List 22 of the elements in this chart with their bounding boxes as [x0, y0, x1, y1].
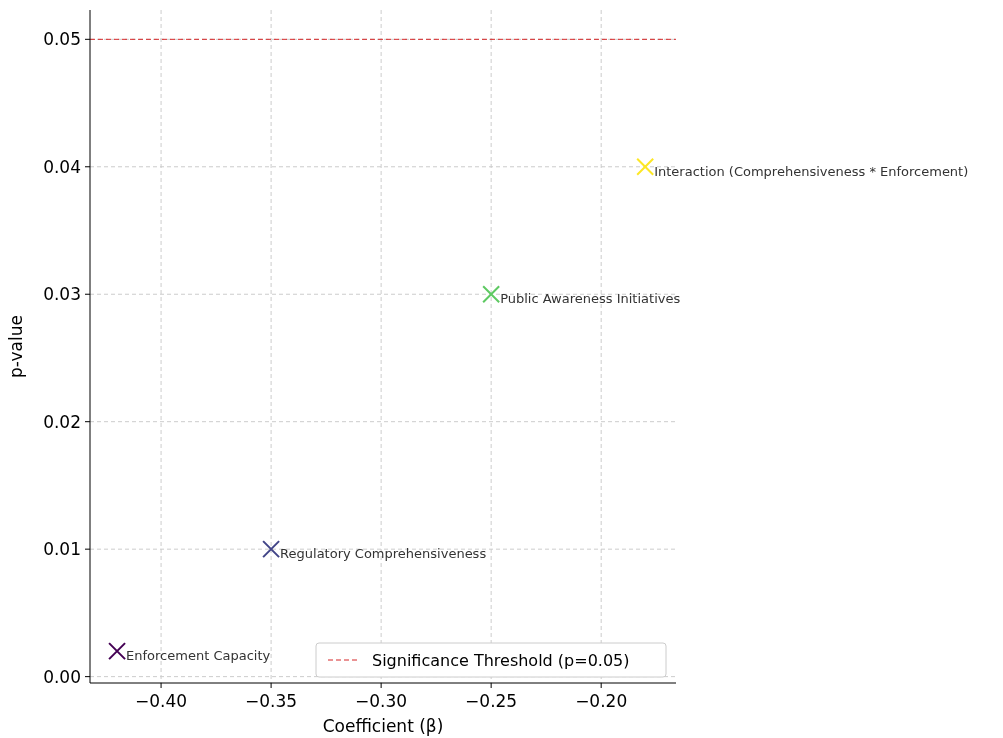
x-tick-label: −0.35: [245, 691, 298, 711]
x-tick-label: −0.40: [135, 691, 188, 711]
x-tick-label: −0.20: [575, 691, 628, 711]
y-tick-label: 0.01: [43, 539, 81, 560]
point: [482, 285, 501, 304]
y-tick-label: 0.00: [43, 666, 81, 687]
annotation: Public Awareness Initiatives: [500, 291, 681, 307]
x-axis-title: Coefficient (β): [322, 716, 444, 736]
y-tick-label: 0.04: [43, 156, 81, 177]
annotation: Enforcement Capacity: [126, 648, 271, 664]
x-tick-label: −0.30: [355, 691, 408, 711]
annotation: Interaction (Comprehensiveness * Enforcement): [654, 163, 969, 179]
legend-label: Significance Threshold (p=0.05): [372, 651, 630, 670]
point: [262, 540, 281, 559]
y-axis-title: p-value: [6, 315, 26, 378]
y-tick-label: 0.03: [43, 284, 81, 305]
y-tick-label: 0.02: [43, 411, 81, 432]
x-tick-label: −0.25: [465, 691, 518, 711]
annotation: Regulatory Comprehensiveness: [280, 546, 487, 562]
point: [636, 157, 655, 176]
y-tick-label: 0.05: [43, 29, 81, 50]
point: [108, 642, 127, 661]
